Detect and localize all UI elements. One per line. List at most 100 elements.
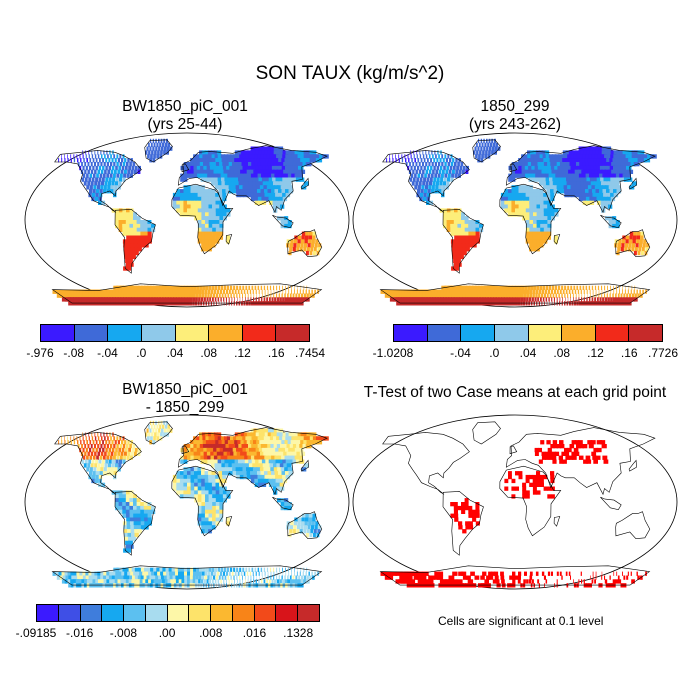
colorbar-label: -.09185 <box>15 626 57 640</box>
coastline-uk <box>509 163 518 173</box>
coastline-uk <box>509 445 518 455</box>
colorbar-label: .04 <box>519 346 537 360</box>
colorbar-box <box>141 325 176 341</box>
colorbar-box <box>80 605 103 621</box>
coastline-madagascar <box>225 234 233 245</box>
coastline-antarctica <box>51 283 323 304</box>
colorbar-label: -.976 <box>26 346 54 360</box>
colorbar-label: .12 <box>234 346 251 360</box>
map-ttest <box>350 412 680 592</box>
colorbar-box <box>276 605 299 621</box>
coastline-madagascar <box>553 516 561 527</box>
coastline-antarctica <box>379 283 651 304</box>
colorbar-boxes <box>393 324 663 342</box>
colorbar-box <box>494 325 529 341</box>
coastline-australia <box>287 511 323 540</box>
colorbar-label: .16 <box>267 346 285 360</box>
colorbar-label: -.08 <box>63 346 85 360</box>
colorbar-box <box>167 605 190 621</box>
colorbar-label: -.008 <box>109 626 138 640</box>
colorbar-box <box>427 325 462 341</box>
colorbar-label: -1.0208 <box>372 346 414 360</box>
coastline-madagascar <box>225 516 233 527</box>
coastline-japan <box>300 459 309 472</box>
colorbar-label: .12 <box>587 346 604 360</box>
coastline-eurasia <box>177 145 328 214</box>
panel-title-diff-line2: - 1850_299 <box>145 399 225 416</box>
colorbar-box <box>562 325 596 341</box>
coastline-sa <box>114 209 156 274</box>
colorbar-box <box>175 325 210 341</box>
colorbar-label: .0 <box>489 346 500 360</box>
panel-title-ttest-line1: T-Test of two Case means at each grid po… <box>363 384 667 401</box>
coastline-na <box>382 150 470 213</box>
coastline-japan <box>300 177 309 190</box>
coastline-japan <box>628 177 637 190</box>
colorbar-label: -.04 <box>97 346 118 360</box>
map-case2-svg <box>352 132 678 308</box>
colorbar-box <box>629 325 662 341</box>
map-case1-svg <box>24 132 350 308</box>
colorbar-box <box>209 325 243 341</box>
panel-title-diff: BW1850_piC_001 - 1850_299 <box>40 381 330 417</box>
colorbar-label: .08 <box>553 346 571 360</box>
coastline-uk <box>181 445 190 455</box>
colorbar-box <box>254 605 277 621</box>
colorbar-label: -.04 <box>450 346 471 360</box>
colorbar-box <box>461 325 495 341</box>
significance-note: Cells are significant at 0.1 level <box>438 614 604 628</box>
colorbar-label: .0 <box>136 346 147 360</box>
colorbar-boxes <box>36 604 320 622</box>
coastline-greenland <box>144 421 173 445</box>
coastline-sa <box>114 491 156 556</box>
colorbar-box <box>528 325 563 341</box>
colorbar-box <box>145 605 168 621</box>
colorbar-box <box>211 605 233 621</box>
colorbar-label: .16 <box>620 346 638 360</box>
coastline-africa <box>499 465 562 537</box>
colorbar-label: .00 <box>158 626 176 640</box>
coastline-japan <box>628 459 637 472</box>
coastline-sa <box>442 209 484 274</box>
panel-title-case1: BW1850_piC_001 (yrs 25-44) <box>40 98 330 134</box>
coastline-africa <box>171 183 234 255</box>
colorbar-box <box>124 605 146 621</box>
coastline-australia <box>615 229 651 258</box>
coastline-eurasia <box>505 145 656 214</box>
coastline-greenland <box>144 139 173 163</box>
colorbar-box <box>37 605 59 621</box>
coastline-australia <box>287 229 323 258</box>
coastline-antarctica <box>51 565 323 586</box>
map-ttest-svg <box>352 414 678 590</box>
map-diff <box>22 412 352 592</box>
coastline-greenland <box>472 139 501 163</box>
colorbar-label: .008 <box>199 626 223 640</box>
coastline-madagascar <box>553 234 561 245</box>
coastline-indonesia <box>600 214 622 229</box>
colorbar-case2: -1.0208 -.04 .0 .04 .08 .12 .16 .7726 <box>373 324 678 368</box>
map-diff-svg <box>24 414 350 590</box>
panel-title-case2: 1850_299 (yrs 243-262) <box>370 98 660 134</box>
colorbar-label: -.016 <box>66 626 94 640</box>
coastline-uk <box>181 163 190 173</box>
colorbar-box <box>394 325 428 341</box>
colorbar-box <box>41 325 75 341</box>
colorbar-label: .08 <box>200 346 218 360</box>
coastline-na <box>54 432 142 495</box>
colorbar-box <box>595 325 630 341</box>
colorbar-box <box>58 605 81 621</box>
colorbar-diff: -.09185 -.016 -.008 .00 .008 .016 .1328 <box>16 604 320 648</box>
colorbar-boxes <box>40 324 310 342</box>
colorbar-label: .04 <box>166 346 184 360</box>
coastline-greenland <box>472 421 501 445</box>
coastline-sa <box>442 491 484 556</box>
colorbar-box <box>74 325 109 341</box>
figure-title: SON TAUX (kg/m/s^2) <box>255 63 445 84</box>
colorbar-label: .7454 <box>294 346 326 360</box>
panel-title-case2-line2: (yrs 243-262) <box>468 116 562 133</box>
coastline-na <box>54 150 142 213</box>
coastline-na <box>382 432 470 495</box>
coastline-indonesia <box>272 214 294 229</box>
colorbar-box <box>102 605 125 621</box>
panel-title-ttest: T-Test of two Case means at each grid po… <box>340 384 690 402</box>
